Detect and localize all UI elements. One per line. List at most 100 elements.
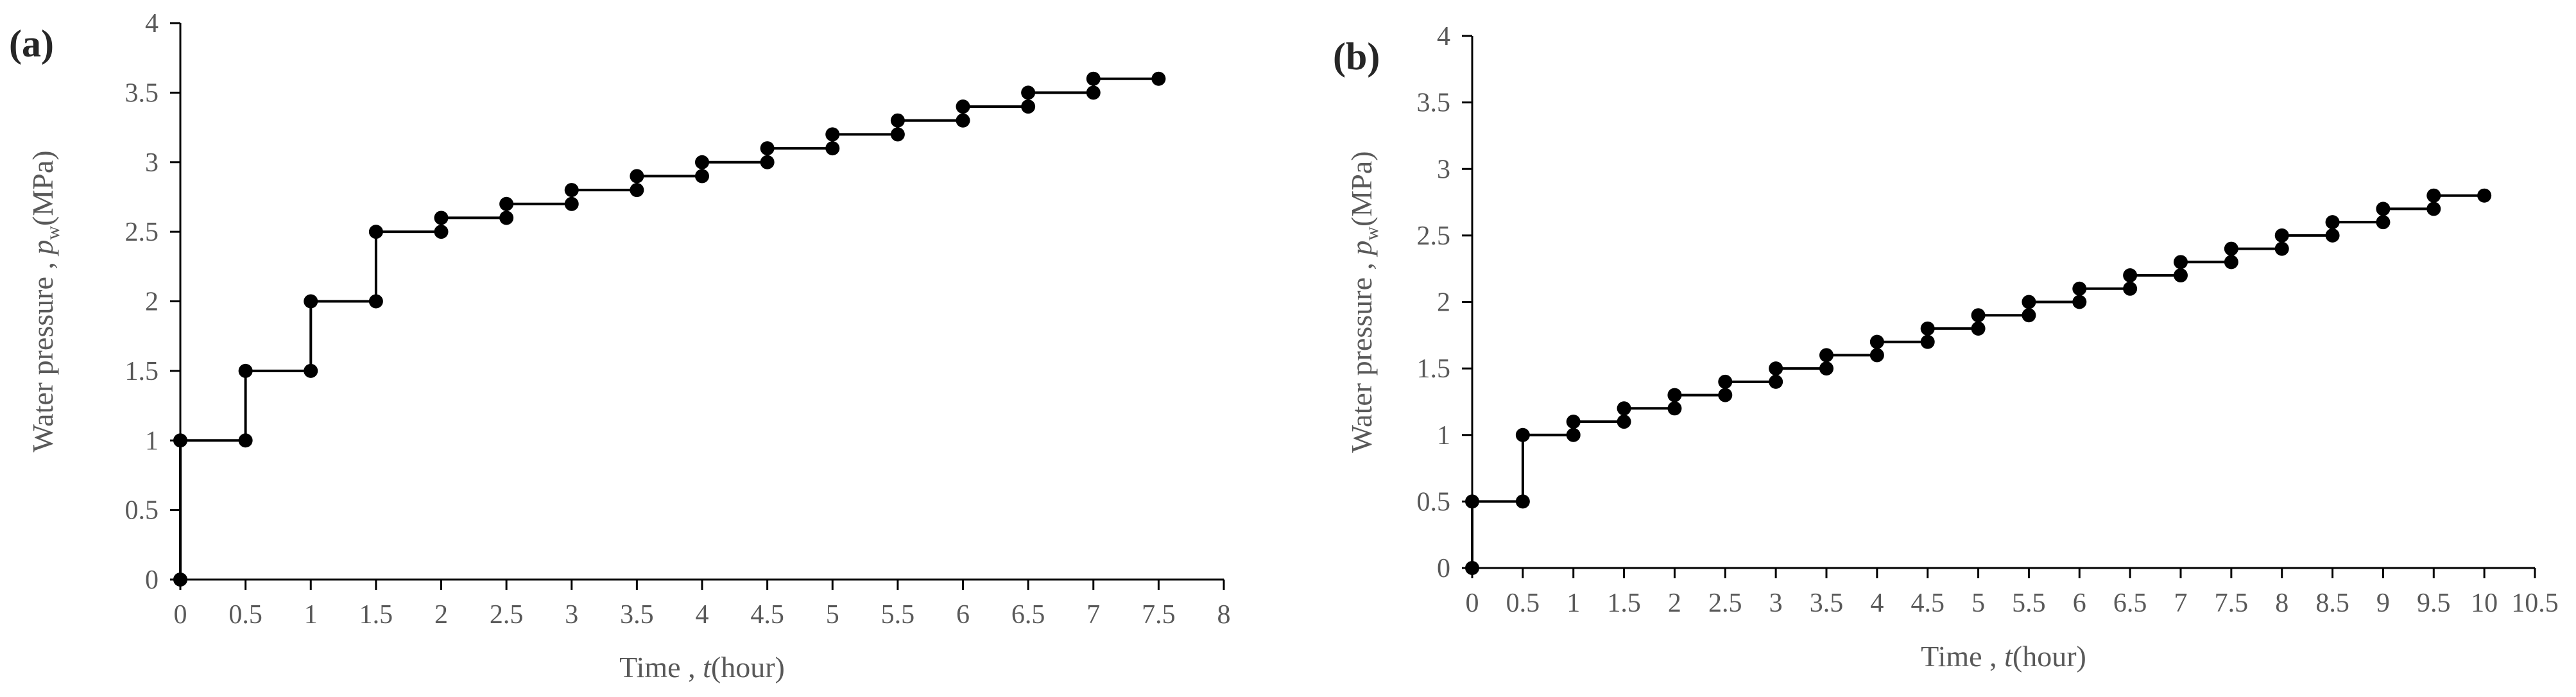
x-tick-label: 8 xyxy=(1217,600,1231,630)
data-point xyxy=(1151,71,1166,86)
x-tick-label: 9.5 xyxy=(2417,589,2451,618)
x-tick-label: 3 xyxy=(1769,589,1783,618)
data-point xyxy=(760,155,775,169)
data-point xyxy=(1769,374,1783,389)
data-point xyxy=(2274,241,2289,256)
x-tick-label: 10.5 xyxy=(2511,589,2559,618)
y-tick-label: 4 xyxy=(1437,22,1450,51)
x-tick-label: 3 xyxy=(565,600,578,630)
data-point xyxy=(1021,85,1036,100)
data-point xyxy=(434,225,449,239)
x-tick-label: 7 xyxy=(1086,600,1100,630)
data-point xyxy=(1769,361,1783,376)
x-tick-label: 2.5 xyxy=(490,600,524,630)
x-tick-label: 5.5 xyxy=(881,600,915,630)
data-point xyxy=(173,433,187,448)
data-point xyxy=(1819,361,1833,376)
x-tick-label: 0.5 xyxy=(228,600,262,630)
data-point xyxy=(2224,255,2238,270)
y-tick-label: 4 xyxy=(145,9,159,39)
x-axis-title: Time , t(hour) xyxy=(619,651,785,684)
data-point xyxy=(2477,188,2492,203)
x-tick-label: 4 xyxy=(1870,589,1884,618)
data-point xyxy=(499,211,514,225)
data-point xyxy=(1920,334,1935,349)
x-tick-label: 6 xyxy=(2073,589,2086,618)
y-tick-label: 2.5 xyxy=(1417,221,1451,251)
data-point xyxy=(956,113,970,128)
data-point xyxy=(2325,228,2340,243)
data-point xyxy=(2426,188,2441,203)
data-point xyxy=(1869,348,1884,363)
data-point xyxy=(434,211,449,225)
data-point xyxy=(238,433,253,448)
y-tick-label: 1 xyxy=(1437,421,1450,451)
x-tick-label: 7.5 xyxy=(2215,589,2249,618)
data-point xyxy=(1465,494,1479,509)
data-point xyxy=(695,155,709,169)
data-point xyxy=(1515,494,1530,509)
chart-b-svg: 0 0.5 1 1.5 2 2.5 3 3.5 4 0 0.5 1 1.5 2 2.5 3 3.5 4 4.5 5 5.… xyxy=(1345,22,2559,673)
data-point xyxy=(1086,85,1101,100)
data-point xyxy=(1086,71,1101,86)
x-tick-label: 4.5 xyxy=(1911,589,1945,618)
data-point xyxy=(2376,215,2391,230)
data-point xyxy=(1465,561,1479,575)
data-point xyxy=(695,169,709,184)
data-point xyxy=(760,141,775,156)
data-point xyxy=(1667,401,1682,416)
x-tick-label: 2 xyxy=(1668,589,1681,618)
data-point xyxy=(2022,295,2036,309)
y-tick-label: 3.5 xyxy=(1417,89,1451,118)
data-point xyxy=(956,99,970,114)
x-tick-label: 6.5 xyxy=(2113,589,2147,618)
data-point xyxy=(2072,295,2087,309)
x-tick-label: 3.5 xyxy=(620,600,654,630)
panel-label-a: (a) xyxy=(9,22,54,65)
data-point xyxy=(1667,388,1682,402)
y-tick-label: 0.5 xyxy=(1417,487,1451,517)
data-point xyxy=(2426,202,2441,216)
data-point xyxy=(1021,99,1036,114)
data-point xyxy=(1718,374,1733,389)
x-tick-label: 10 xyxy=(2471,589,2498,618)
x-tick-label: 6.5 xyxy=(1011,600,1045,630)
x-tick-label: 0 xyxy=(1466,589,1479,618)
x-tick-label: 5 xyxy=(826,600,839,630)
data-point xyxy=(2174,255,2188,270)
data-point xyxy=(1869,334,1884,349)
chart-panel-a: (a) 0 0.5 1 1.5 2 2.5 3 3.5 4 0 0.5 1 1.5 2 2.5 3 3.5 4 4.… xyxy=(9,9,1231,684)
data-point xyxy=(1566,427,1581,442)
data-point xyxy=(1971,308,1986,323)
y-tick-label: 1.5 xyxy=(125,357,159,386)
series-line xyxy=(179,77,1159,580)
chart-a-svg: 0 0.5 1 1.5 2 2.5 3 3.5 4 0 0.5 1 1.5 2 2.5 3 3.5 4 4.5 5 5.… xyxy=(26,9,1231,684)
data-point xyxy=(890,127,905,142)
data-point xyxy=(173,572,187,587)
chart-panel-b: (b) 0 0.5 1 1.5 2 2.5 3 3.5 4 0 0.5 1 1.5 2 2.5 3 3.5 4 4.… xyxy=(1288,0,2576,697)
data-point xyxy=(564,196,579,211)
data-point xyxy=(368,294,383,309)
data-point xyxy=(2022,308,2036,323)
data-point xyxy=(2174,268,2188,283)
y-tick-label: 1.5 xyxy=(1417,354,1451,384)
data-point xyxy=(1819,348,1833,363)
data-point xyxy=(304,294,318,309)
x-tick-label: 1.5 xyxy=(359,600,393,630)
y-tick-label: 1 xyxy=(145,426,159,456)
x-tick-label: 7.5 xyxy=(1142,600,1176,630)
data-point xyxy=(1617,401,1631,416)
data-point xyxy=(2123,268,2138,283)
y-axis-title: Water pressure , pw(MPa) xyxy=(1345,151,1382,452)
x-tick-label: 1 xyxy=(1567,589,1580,618)
data-point xyxy=(2274,228,2289,243)
data-point xyxy=(1971,321,1986,336)
data-point xyxy=(368,225,383,239)
data-point xyxy=(890,113,905,128)
series-line xyxy=(1471,194,2485,568)
x-tick-label: 4.5 xyxy=(750,600,784,630)
x-tick-label: 2 xyxy=(434,600,448,630)
x-tick-label: 6 xyxy=(956,600,970,630)
data-point xyxy=(825,141,840,156)
data-point xyxy=(1718,388,1733,402)
